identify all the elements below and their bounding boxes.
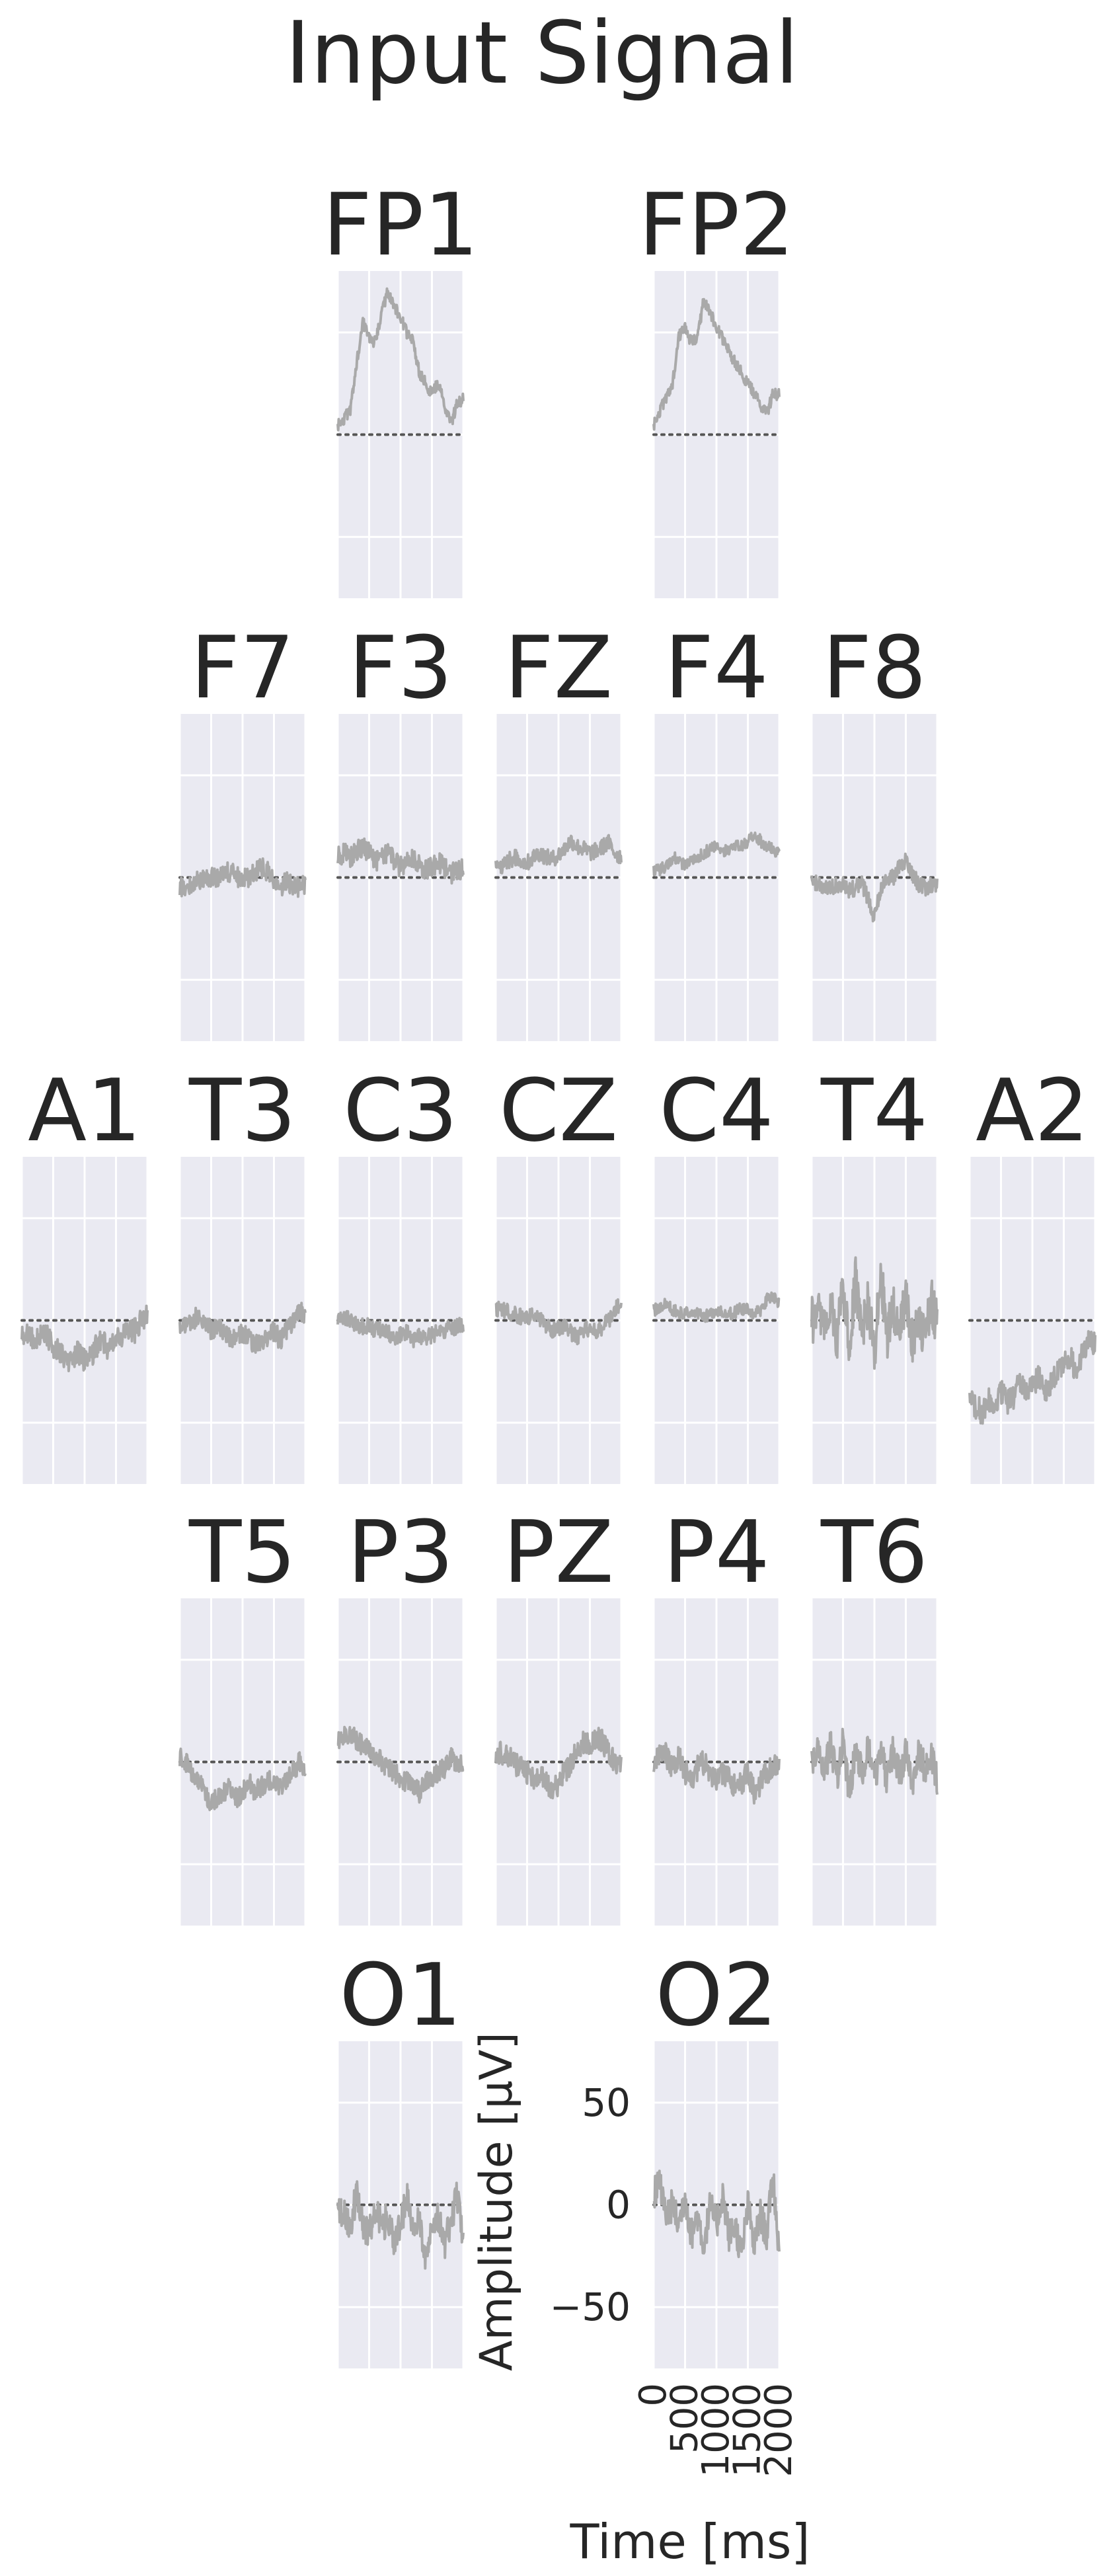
- channel-panel-t6: T6: [810, 1502, 939, 1926]
- channel-label-fp2: FP2: [638, 175, 794, 275]
- channel-panel-f3: F3: [336, 617, 465, 1041]
- signal-trace-p4: [652, 1742, 781, 1805]
- signal-trace-t4: [810, 1256, 939, 1370]
- channel-label-o1: O1: [339, 1945, 461, 2045]
- signal-trace-t3: [178, 1302, 307, 1354]
- channel-panel-c3: C3: [336, 1060, 465, 1484]
- channel-panel-a2: A2: [968, 1060, 1096, 1484]
- channel-label-p3: P3: [347, 1502, 453, 1602]
- channel-panel-a1: A1: [20, 1060, 149, 1484]
- signal-trace-f3: [336, 837, 465, 885]
- signal-trace-a2: [968, 1330, 1096, 1425]
- x-tick-label: 500: [664, 2383, 707, 2454]
- channel-label-a2: A2: [976, 1060, 1089, 1161]
- channel-panel-fz: FZ: [494, 617, 623, 1041]
- channel-label-t6: T6: [820, 1502, 928, 1602]
- signal-trace-a1: [20, 1304, 149, 1372]
- signal-trace-o1: [336, 2180, 465, 2270]
- signal-trace-fz: [494, 834, 623, 875]
- channel-panel-f8: F8: [810, 617, 939, 1041]
- channel-label-cz: CZ: [499, 1060, 618, 1161]
- channel-panel-cz: CZ: [494, 1060, 623, 1484]
- channel-label-a1: A1: [28, 1060, 141, 1161]
- channel-label-t5: T5: [188, 1502, 296, 1602]
- y-axis-label: Amplitude [µV]: [471, 2032, 523, 2371]
- signal-trace-fp1: [336, 287, 465, 432]
- channel-label-f4: F4: [664, 617, 769, 718]
- channel-label-c4: C4: [659, 1060, 773, 1161]
- channel-label-t3: T3: [188, 1060, 296, 1161]
- signal-trace-pz: [494, 1727, 623, 1800]
- channel-label-f8: F8: [822, 617, 927, 718]
- signal-trace-c4: [652, 1291, 781, 1323]
- signal-trace-f4: [652, 831, 781, 877]
- channel-panel-c4: C4: [652, 1060, 781, 1484]
- channel-label-pz: PZ: [503, 1502, 613, 1602]
- signal-trace-t6: [810, 1727, 939, 1799]
- channel-label-fp1: FP1: [323, 175, 479, 275]
- x-axis-label: Time [ms]: [570, 2514, 810, 2569]
- channel-panel-p4: P4: [652, 1502, 781, 1926]
- signal-trace-c3: [336, 1309, 465, 1348]
- channel-panel-t4: T4: [810, 1060, 939, 1484]
- channel-panel-o1: O1: [336, 1945, 465, 2368]
- x-tick-label: 2000: [757, 2383, 800, 2478]
- channel-panel-t3: T3: [178, 1060, 307, 1484]
- channel-panel-fp1: FP1: [323, 175, 479, 598]
- signal-trace-p3: [336, 1725, 465, 1804]
- signal-trace-f7: [178, 857, 307, 898]
- channel-panel-f4: F4: [652, 617, 781, 1041]
- signal-trace-t5: [178, 1747, 307, 1811]
- x-tick-label: 1000: [695, 2383, 738, 2478]
- x-tick-label: 0: [632, 2383, 675, 2407]
- channel-label-o2: O2: [655, 1945, 777, 2045]
- y-tick-label: 0: [606, 2183, 631, 2228]
- signal-trace-f8: [810, 852, 939, 923]
- channel-panel-t5: T5: [178, 1502, 307, 1926]
- channel-panel-fp2: FP2: [638, 175, 794, 598]
- channel-label-t4: T4: [820, 1060, 928, 1161]
- signal-trace-cz: [494, 1298, 623, 1346]
- signal-trace-o2: [652, 2169, 781, 2259]
- figure-title: Input Signal: [285, 3, 798, 103]
- signal-trace-fp2: [652, 297, 781, 431]
- y-tick-label: 50: [582, 2080, 631, 2125]
- channel-panel-pz: PZ: [494, 1502, 623, 1926]
- channel-label-p4: P4: [663, 1502, 769, 1602]
- x-tick-label: 1500: [726, 2383, 769, 2478]
- channel-panel-f7: F7: [178, 617, 307, 1041]
- channel-panel-p3: P3: [336, 1502, 465, 1926]
- channel-label-fz: FZ: [504, 617, 613, 718]
- y-tick-label: −50: [550, 2284, 631, 2329]
- channel-panels: FP1 FP2 F7 F3 FZ F4 F8 A1 T3 C3 CZ C4 T4 A2 T5 P3 PZ P4 T6…: [20, 175, 1096, 2569]
- channel-label-f3: F3: [348, 617, 453, 718]
- channel-label-c3: C3: [343, 1060, 457, 1161]
- channel-label-f7: F7: [190, 617, 295, 718]
